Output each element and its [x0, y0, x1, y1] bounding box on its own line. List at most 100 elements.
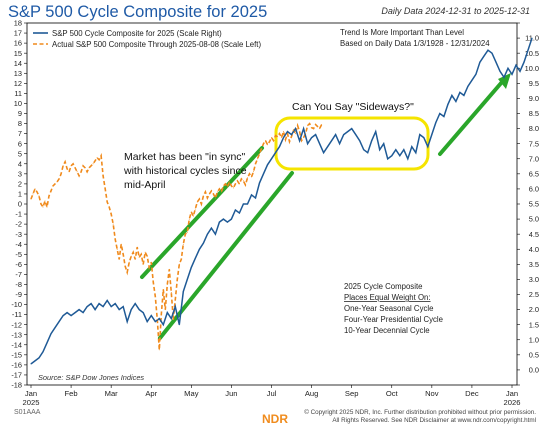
- cycle-composite-point: [435, 122, 437, 124]
- cycle-composite-point: [287, 131, 288, 133]
- cycle-composite-point: [142, 312, 144, 314]
- cycle-composite-point: [170, 318, 172, 320]
- right-axis: 0.0 0.5 1.0 1.5 2.0 2.5 3.0 3.5 4.0 4.5 5.0 5.5 6.0 6…: [517, 22, 539, 386]
- actual-sp500-point: [174, 299, 176, 300]
- composite-note-item1: One-Year Seasonal Cycle: [344, 304, 433, 313]
- actual-sp500-point: [116, 248, 118, 250]
- actual-sp500-point: [240, 178, 242, 180]
- cycle-composite-point: [194, 257, 196, 259]
- actual-sp500-point: [180, 258, 182, 260]
- actual-sp500-point: [228, 181, 230, 183]
- left-tick-label: -18: [11, 381, 22, 390]
- cycle-composite-point: [447, 103, 449, 105]
- left-tick-label: 2: [18, 179, 22, 188]
- cycle-composite-point: [190, 266, 192, 268]
- cycle-composite-point: [275, 152, 276, 154]
- left-tick-label: 7: [18, 129, 22, 138]
- actual-sp500-point: [66, 168, 68, 170]
- actual-sp500-point: [46, 206, 48, 208]
- x-axis: Jan Feb Mar Apr May Jun Jul Aug Sep Oct Nov Dec Jan2…: [23, 385, 521, 407]
- right-tick-label: 2.5: [529, 290, 539, 299]
- actual-sp500-point: [257, 158, 258, 160]
- cycle-composite-point: [214, 233, 216, 235]
- actual-sp500-point: [160, 314, 162, 316]
- actual-sp500-point: [138, 256, 140, 258]
- cycle-composite-point: [38, 357, 40, 359]
- actual-sp500-point: [265, 140, 266, 142]
- cycle-composite-point: [439, 113, 441, 114]
- cycle-composite-point: [30, 363, 32, 365]
- cycle-composite-point: [303, 128, 305, 130]
- trend-arrows: [140, 73, 511, 340]
- cycle-composite-point: [295, 128, 296, 130]
- actual-sp500-point: [208, 193, 210, 195]
- actual-sp500-point: [148, 266, 150, 268]
- actual-sp500-point: [247, 177, 248, 179]
- cycle-composite-point: [415, 152, 417, 154]
- actual-sp500-point: [128, 261, 130, 263]
- x-year-label: 2026: [504, 398, 521, 407]
- cycle-composite-point: [114, 303, 116, 305]
- left-axis: -18-17-16-15-14-13-12-11-10-9-8-7-6-5-4-…: [11, 19, 27, 390]
- actual-sp500-point: [96, 157, 98, 159]
- cycle-composite-point: [86, 306, 88, 308]
- cycle-composite-point: [391, 155, 393, 157]
- left-tick-label: 1: [18, 190, 22, 199]
- left-tick-label: 18: [14, 19, 22, 28]
- left-tick-label: 15: [14, 49, 22, 58]
- cycle-composite-point: [74, 312, 76, 314]
- actual-sp500-point: [44, 200, 46, 202]
- actual-sp500-point: [317, 126, 319, 128]
- actual-sp500-point: [68, 171, 70, 173]
- left-tick-label: -14: [11, 340, 22, 349]
- right-tick-label: 5.0: [529, 215, 539, 224]
- actual-sp500-point: [301, 140, 303, 142]
- actual-sp500-point: [36, 191, 38, 193]
- actual-sp500-point: [255, 163, 256, 165]
- x-tick-label: Apr: [145, 389, 157, 398]
- actual-sp500-point: [289, 141, 290, 143]
- actual-sp500-point: [214, 197, 216, 199]
- trend-note-line2: Based on Daily Data 1/3/1928 - 12/31/202…: [340, 39, 490, 48]
- cycle-composite-point: [146, 321, 148, 323]
- x-tick-label: Oct: [386, 389, 399, 398]
- left-tick-label: 17: [14, 29, 22, 38]
- cycle-composite-point: [379, 149, 381, 151]
- actual-sp500-point: [269, 141, 270, 143]
- cycle-composite-point: [283, 137, 284, 139]
- actual-sp500-point: [144, 251, 146, 253]
- right-tick-label: 9.5: [529, 79, 539, 88]
- actual-sp500-point: [62, 165, 64, 167]
- actual-sp500-point: [84, 167, 86, 169]
- actual-sp500-point: [76, 171, 78, 173]
- actual-sp500-point: [281, 137, 282, 139]
- x-tick-label: Nov: [425, 389, 439, 398]
- plot-area: [26, 22, 518, 386]
- actual-sp500-point: [104, 188, 106, 190]
- actual-sp500-point: [319, 128, 321, 130]
- actual-sp500-point: [60, 173, 62, 175]
- actual-sp500-point: [188, 218, 190, 220]
- actual-sp500-point: [132, 251, 134, 253]
- actual-sp500-point: [277, 136, 278, 138]
- cycle-composite-point: [291, 134, 292, 136]
- actual-sp500-point: [202, 195, 204, 197]
- actual-sp500-point: [124, 265, 126, 267]
- cycle-composite-point: [58, 321, 60, 323]
- left-tick-label: -10: [11, 300, 22, 309]
- cycle-composite-point: [158, 318, 160, 320]
- actual-sp500-point: [315, 124, 317, 126]
- left-tick-label: 5: [18, 149, 22, 158]
- left-tick-label: 0: [18, 200, 22, 209]
- actual-sp500-point: [249, 173, 250, 175]
- actual-sp500-point: [34, 188, 36, 190]
- cycle-composite-point: [42, 351, 44, 353]
- left-tick-label: -15: [11, 350, 22, 359]
- right-tick-label: 7.0: [529, 154, 539, 163]
- right-tick-label: 4.0: [529, 245, 539, 254]
- actual-sp500-point: [216, 191, 218, 193]
- cycle-composite-point: [46, 342, 48, 344]
- actual-sp500-point: [114, 238, 116, 240]
- cycle-composite-point: [178, 324, 180, 326]
